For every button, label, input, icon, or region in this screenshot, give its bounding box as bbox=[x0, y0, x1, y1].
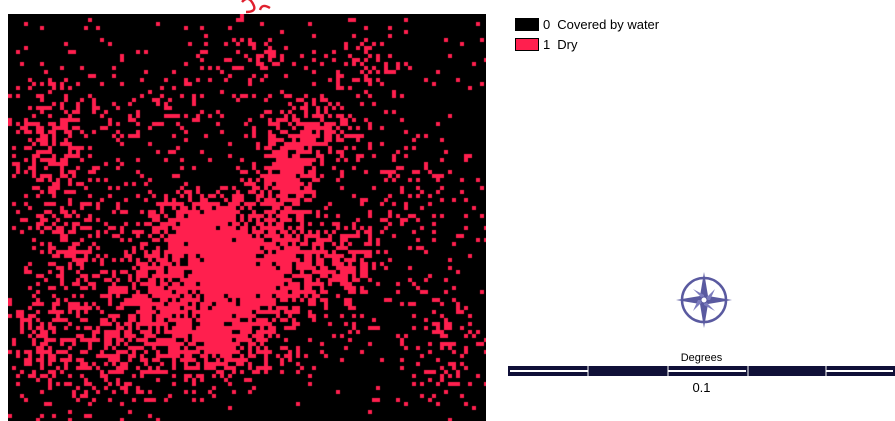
legend-value: 0 bbox=[543, 16, 551, 32]
legend-label: Dry bbox=[557, 36, 578, 52]
raster-map[interactable] bbox=[8, 14, 486, 421]
north-arrow-compass-rose-icon bbox=[675, 270, 733, 330]
scale-bar-graphic bbox=[508, 366, 895, 376]
scale-value-label: 0.1 bbox=[692, 380, 711, 395]
legend: 0 Covered by water 1 Dry bbox=[515, 14, 659, 54]
map-title-fragment bbox=[240, 0, 280, 14]
legend-swatch-dry bbox=[515, 37, 539, 51]
scale-bar: Degrees 0.1 bbox=[508, 352, 895, 412]
legend-item-water: 0 Covered by water bbox=[515, 14, 659, 34]
scale-unit-label: Degrees bbox=[680, 352, 723, 364]
legend-swatch-water bbox=[515, 17, 539, 31]
water-coverage-raster bbox=[8, 14, 486, 421]
legend-label: Covered by water bbox=[557, 16, 660, 32]
legend-item-dry: 1 Dry bbox=[515, 34, 659, 54]
legend-value: 1 bbox=[543, 36, 551, 52]
